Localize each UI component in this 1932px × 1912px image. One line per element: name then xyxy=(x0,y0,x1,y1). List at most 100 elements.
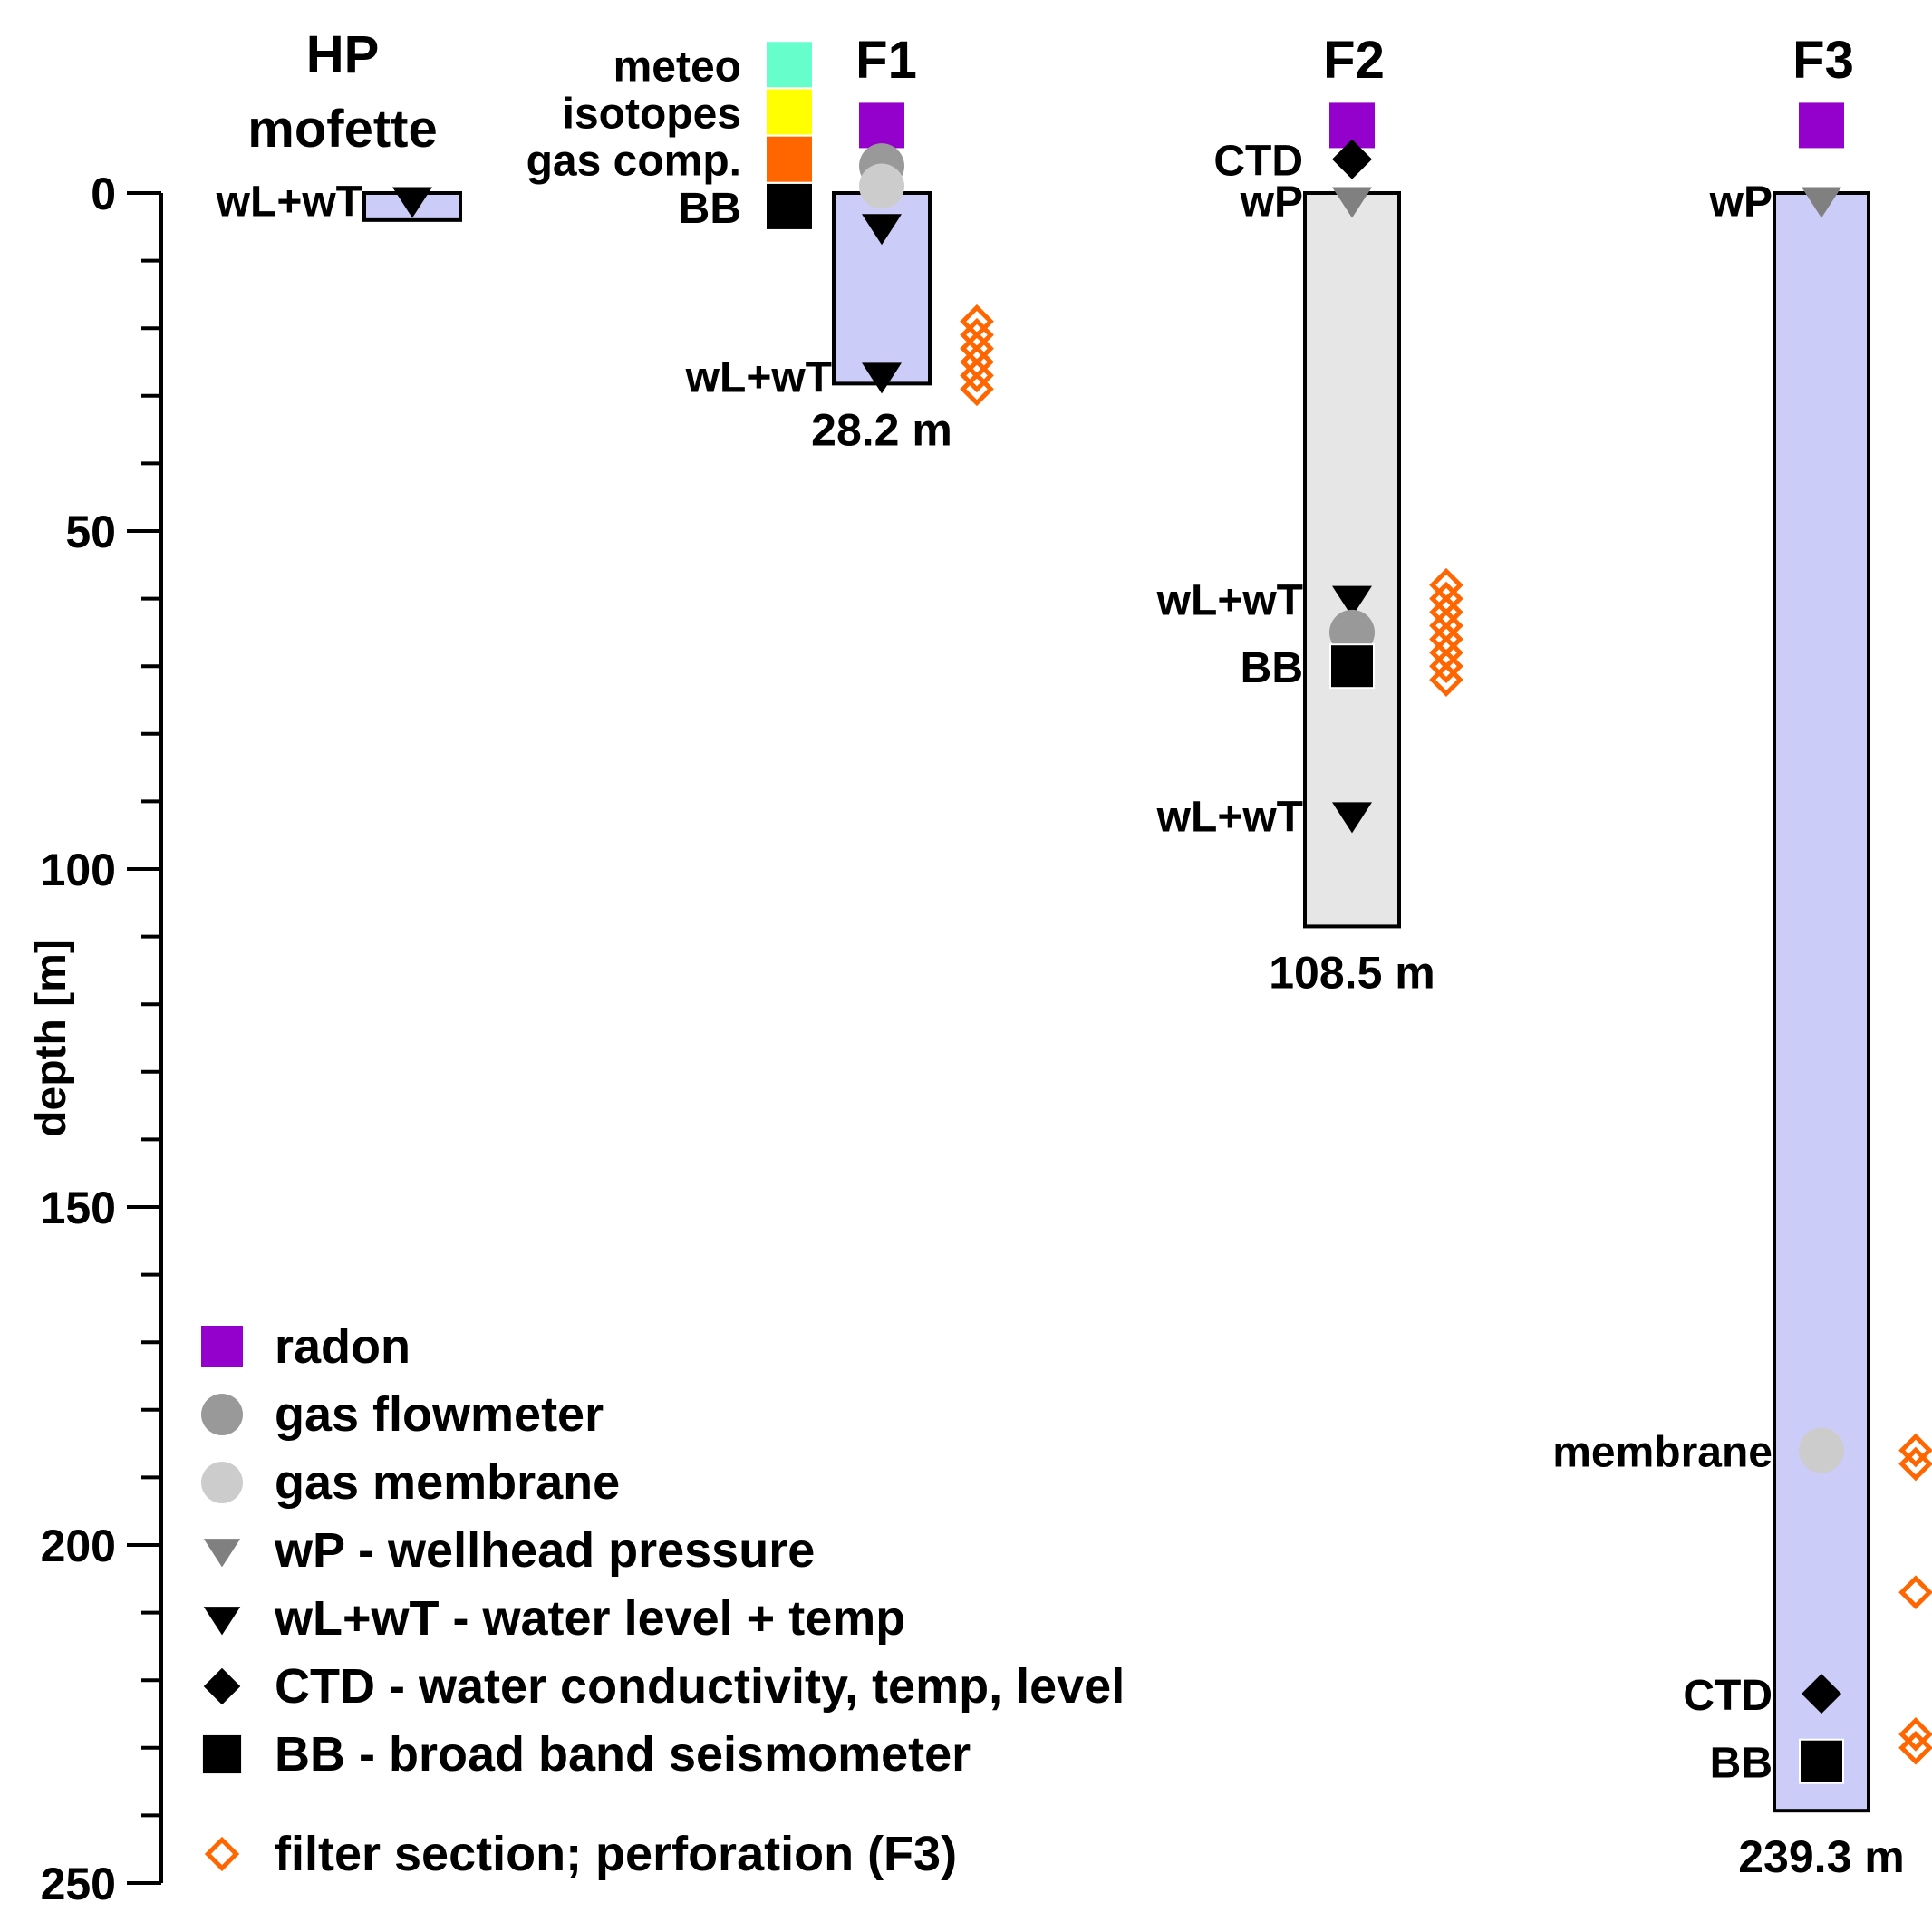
well-title-f2: F2 xyxy=(1323,31,1385,90)
sensor-label: wL+wT xyxy=(1156,577,1303,625)
surface-label: isotopes xyxy=(563,90,741,138)
radon-marker xyxy=(1799,102,1844,149)
sensor-ctd xyxy=(1332,139,1372,179)
well-depth-label: 108.5 m xyxy=(1269,947,1435,998)
legend-symbol-gas_membrane xyxy=(201,1462,243,1503)
sensor-label: wP xyxy=(1240,178,1303,226)
legend-label: CTD - water conductivity, temp, level xyxy=(275,1659,1125,1714)
surface-swatch xyxy=(767,183,812,229)
legend-symbol-ctd xyxy=(203,1667,241,1705)
filter-mark xyxy=(1898,1446,1932,1482)
sensor-label: wP xyxy=(1709,178,1773,226)
filter-marker xyxy=(1898,1717,1932,1752)
legend-symbol-radon xyxy=(201,1326,243,1367)
well-title-hp: HP xyxy=(306,25,380,84)
wlwt-marker xyxy=(1332,585,1372,617)
wlwt-marker xyxy=(392,187,432,218)
surface-radon-f3 xyxy=(1799,102,1844,149)
surface-label: gas comp. xyxy=(526,138,741,186)
filter-marker xyxy=(1898,1730,1932,1765)
sensor-wlwt xyxy=(1332,585,1372,617)
surface-swatch xyxy=(767,42,812,88)
ctd-marker xyxy=(1332,139,1372,179)
y-tick-label: 250 xyxy=(41,1859,116,1909)
y-tick-label: 0 xyxy=(91,169,116,219)
filter-mark xyxy=(1429,662,1463,697)
gas-flowmeter-marker xyxy=(201,1394,243,1435)
surface-swatch xyxy=(767,89,812,135)
well-title-f3: F3 xyxy=(1792,31,1854,90)
legend-label: filter section; perforation (F3) xyxy=(275,1827,957,1881)
sensor-bb xyxy=(1329,643,1375,690)
filter-mark xyxy=(1898,1575,1932,1610)
sensor-label: wL+wT xyxy=(685,353,832,401)
surface-label: meteo xyxy=(613,43,741,91)
legend-symbol-wlwt xyxy=(203,1607,241,1636)
legend-symbol-wp xyxy=(203,1539,241,1568)
filter-mark xyxy=(1898,1717,1932,1752)
sensor-wlwt xyxy=(392,187,432,218)
sensor-ctd xyxy=(1802,1674,1841,1714)
bb-marker xyxy=(1329,643,1375,690)
filter-marker xyxy=(1429,649,1463,684)
legend-symbol-gas_flowmeter xyxy=(201,1394,243,1435)
sensor-gas_membrane xyxy=(1799,1427,1844,1473)
well-title-f1: F1 xyxy=(855,31,917,90)
filter-marker xyxy=(1429,662,1463,697)
well-title-hp: mofette xyxy=(247,100,437,159)
wlwt-marker xyxy=(862,214,902,246)
sensor-wlwt xyxy=(862,214,902,246)
gas-membrane-marker xyxy=(1799,1427,1844,1473)
y-axis-label: depth [m] xyxy=(27,939,75,1137)
radon-marker xyxy=(859,102,904,149)
filter-marker xyxy=(960,372,994,407)
ctd-marker xyxy=(203,1667,241,1705)
filter-marker xyxy=(1898,1433,1932,1468)
well-depth-label: 28.2 m xyxy=(811,404,952,455)
filter-mark xyxy=(960,358,994,393)
sensor-label: membrane xyxy=(1552,1429,1773,1477)
filter-mark xyxy=(960,372,994,407)
filter-marker xyxy=(960,358,994,393)
sensor-wlwt xyxy=(1332,802,1372,834)
sensor-label: wL+wT xyxy=(1156,793,1303,841)
wlwt-marker xyxy=(1332,802,1372,834)
filter-mark xyxy=(1429,649,1463,684)
sensor-label: CTD xyxy=(1683,1672,1773,1720)
filter-marker xyxy=(1898,1575,1932,1610)
gas-membrane-marker xyxy=(201,1462,243,1503)
bb-marker xyxy=(200,1733,244,1776)
sensor-bb xyxy=(1799,1738,1844,1784)
wlwt-marker xyxy=(203,1607,241,1636)
y-tick-label: 50 xyxy=(65,507,116,557)
well-casing-f3 xyxy=(1773,191,1870,1813)
legend-label: BB - broad band seismometer xyxy=(275,1727,971,1782)
y-tick-label: 150 xyxy=(41,1183,116,1233)
sensor-wlwt xyxy=(862,362,902,394)
sensor-label: CTD xyxy=(1213,138,1303,186)
sensor-wp xyxy=(1332,187,1372,218)
gas-membrane-marker xyxy=(859,163,904,209)
ctd-marker xyxy=(1802,1674,1841,1714)
surface-swatch xyxy=(767,136,812,182)
filter-mark xyxy=(1898,1730,1932,1765)
filter-marker xyxy=(204,1836,240,1872)
wp-marker xyxy=(1802,187,1841,218)
sensor-wp xyxy=(1802,187,1841,218)
sensor-label: BB xyxy=(1710,1740,1773,1788)
radon-marker xyxy=(201,1326,243,1367)
legend-label: gas membrane xyxy=(275,1455,620,1510)
wp-marker xyxy=(1332,187,1372,218)
legend-symbol-filter xyxy=(204,1836,240,1872)
surface-radon-f1 xyxy=(859,102,904,149)
well-depth-label: 239.3 m xyxy=(1738,1831,1904,1882)
legend-label: wP - wellhead pressure xyxy=(274,1523,815,1578)
sensor-label: wL+wT xyxy=(216,178,362,226)
surface-label: BB xyxy=(679,185,741,233)
legend-label: gas flowmeter xyxy=(275,1387,604,1442)
sensor-gas_membrane xyxy=(859,163,904,209)
legend-symbol-bb xyxy=(200,1733,244,1776)
y-tick-label: 200 xyxy=(41,1521,116,1571)
wlwt-marker xyxy=(862,362,902,394)
sensor-label: BB xyxy=(1241,644,1303,692)
